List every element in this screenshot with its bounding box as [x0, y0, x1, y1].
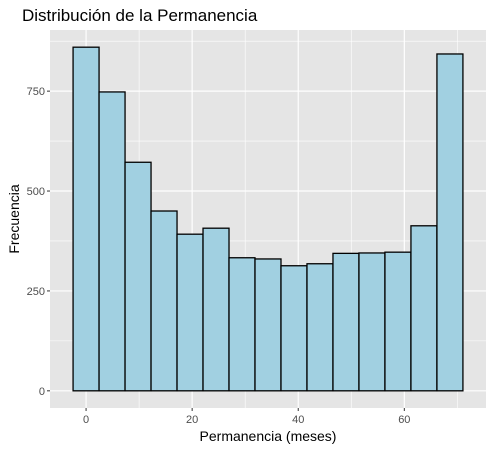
- x-tick-label: 40: [292, 414, 304, 426]
- histogram-bar: [72, 46, 100, 392]
- histogram-bar: [306, 263, 334, 392]
- x-tick-label: 60: [398, 414, 410, 426]
- y-tick-label: 500: [27, 186, 45, 198]
- x-tick-label: 0: [83, 414, 89, 426]
- x-axis-title: Permanencia (meses): [200, 428, 337, 444]
- x-axis: 0 20 40 60: [83, 408, 410, 426]
- histogram-bars: [72, 46, 464, 392]
- histogram-bar: [228, 257, 256, 392]
- chart-title: Distribución de la Permanencia: [22, 6, 258, 25]
- y-tick-label: 250: [27, 286, 45, 298]
- histogram-bar: [176, 233, 204, 392]
- histogram-bar: [150, 210, 178, 392]
- y-axis-title: Frecuencia: [6, 184, 22, 253]
- histogram-bar: [384, 251, 412, 392]
- y-tick-label: 0: [39, 386, 45, 398]
- histogram-bar: [410, 225, 438, 392]
- y-tick-label: 750: [27, 86, 45, 98]
- histogram-bar: [280, 265, 308, 392]
- histogram-bar: [202, 227, 230, 392]
- histogram-bar: [98, 91, 126, 392]
- histogram-bar: [254, 258, 282, 392]
- y-axis: 0 250 500 750: [27, 86, 50, 398]
- x-tick-label: 20: [186, 414, 198, 426]
- histogram-bar: [436, 53, 464, 392]
- histogram-bar: [358, 252, 386, 392]
- histogram-bar: [332, 252, 360, 392]
- histogram-bar: [124, 161, 152, 392]
